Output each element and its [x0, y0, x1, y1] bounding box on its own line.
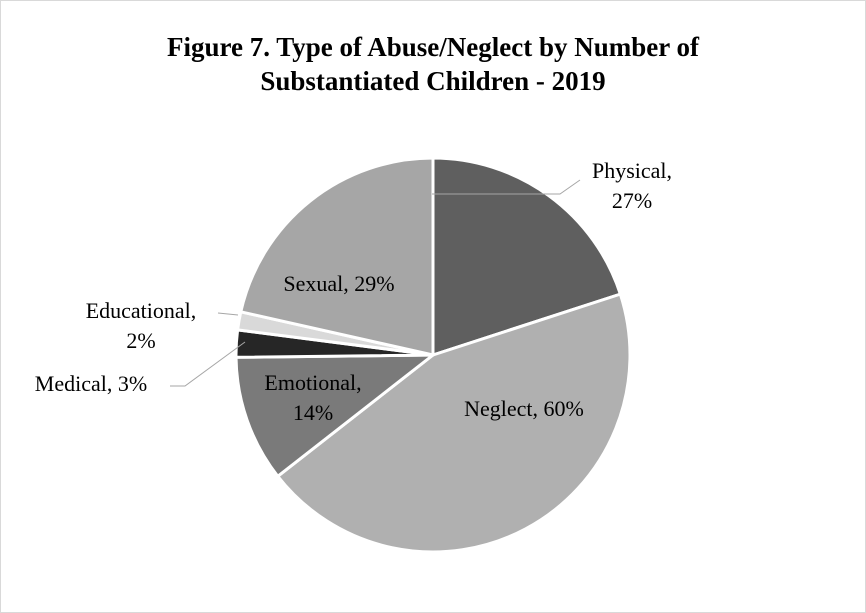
- data-label-medical: Medical, 3%: [35, 371, 147, 396]
- data-label-neglect: Neglect, 60%: [464, 396, 584, 421]
- data-label-sexual: Sexual, 29%: [283, 271, 394, 296]
- pie-slice-physical: [431, 156, 622, 357]
- pie-slice-neglect: [276, 292, 632, 554]
- data-label-physical: Physical, 27%: [592, 158, 672, 213]
- pie-slices: [234, 156, 632, 554]
- pie-slice-sexual: [239, 156, 435, 357]
- data-label-educational: Educational, 2%: [86, 298, 197, 353]
- leader-line-educational: [217, 312, 239, 316]
- leader-line-physical: [432, 179, 581, 195]
- leader-line-medical: [170, 341, 246, 387]
- data-labels: Physical, 27% Neglect, 60% Emotional, 14% Med…: [35, 158, 672, 425]
- pie-slice-emotional: [234, 353, 435, 478]
- chart-title-line-1: Figure 7. Type of Abuse/Neglect by Numbe…: [167, 32, 699, 62]
- chart-title-line-2: Substantiated Children - 2019: [260, 66, 606, 96]
- chart-title: Figure 7. Type of Abuse/Neglect by Numbe…: [0, 30, 866, 98]
- leader-lines: [170, 179, 581, 387]
- data-label-emotional: Emotional, 14%: [264, 370, 361, 425]
